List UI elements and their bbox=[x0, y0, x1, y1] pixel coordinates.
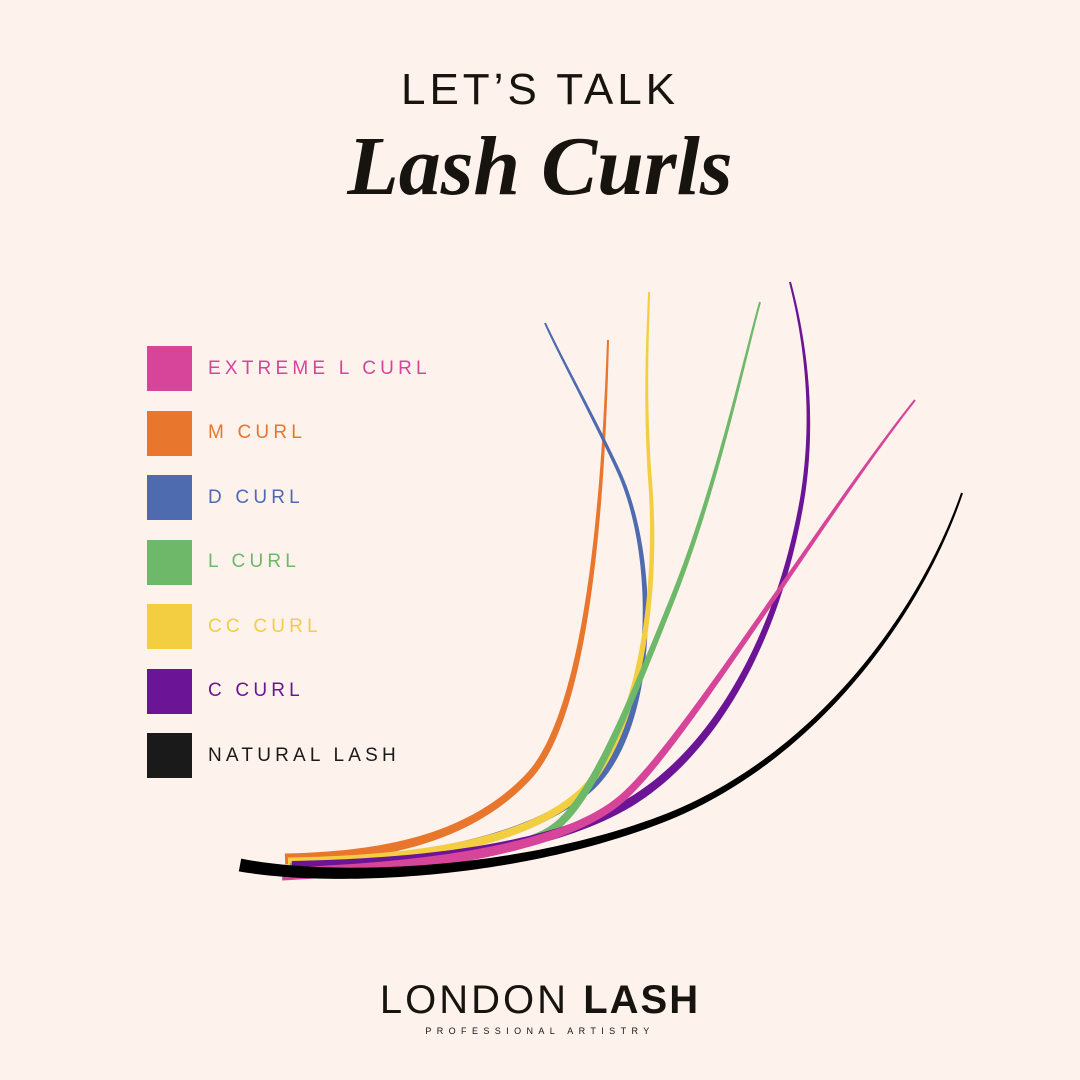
legend-item-l-curl[interactable]: L CURL bbox=[147, 539, 567, 585]
logo-wordmark: LONDON LASH bbox=[0, 980, 1080, 1020]
legend-item-m-curl[interactable]: M CURL bbox=[147, 410, 567, 456]
brand-logo: LONDON LASH PROFESSIONAL ARTISTRY bbox=[0, 980, 1080, 1036]
legend-item-d-curl[interactable]: D CURL bbox=[147, 475, 567, 520]
legend-swatch-natural-lash bbox=[147, 733, 192, 778]
legend-swatch-l-curl bbox=[147, 539, 192, 585]
legend-swatch-d-curl bbox=[147, 475, 192, 520]
legend-item-extreme-l-curl[interactable]: EXTREME L CURL bbox=[147, 346, 567, 391]
logo-word-lash: LASH bbox=[583, 978, 701, 1022]
logo-tagline: PROFESSIONAL ARTISTRY bbox=[425, 1026, 655, 1036]
legend-item-natural-lash[interactable]: NATURAL LASH bbox=[147, 733, 567, 778]
kicker-text: LET’S TALK bbox=[400, 65, 680, 114]
legend-label-l-curl: L CURL bbox=[208, 551, 301, 572]
legend-swatch-m-curl bbox=[147, 410, 192, 456]
legend-label-cc-curl: CC CURL bbox=[208, 615, 322, 637]
legend-item-c-curl[interactable]: C CURL bbox=[147, 668, 567, 714]
legend: EXTREME L CURL M CURL D CURL L CURL CC C… bbox=[147, 346, 567, 798]
legend-swatch-cc-curl bbox=[147, 604, 192, 649]
legend-label-m-curl: M CURL bbox=[208, 422, 307, 443]
legend-label-d-curl: D CURL bbox=[208, 486, 304, 508]
legend-swatch-extreme-l-curl bbox=[147, 346, 192, 391]
legend-swatch-c-curl bbox=[147, 668, 192, 714]
legend-label-natural-lash: NATURAL LASH bbox=[208, 744, 400, 766]
header: LET’S TALK Lash Curls bbox=[0, 65, 1080, 214]
logo-word-london: LONDON bbox=[379, 978, 570, 1022]
legend-item-cc-curl[interactable]: CC CURL bbox=[147, 604, 567, 649]
page-title: Lash Curls bbox=[347, 120, 733, 214]
legend-label-extreme-l-curl: EXTREME L CURL bbox=[208, 357, 431, 379]
legend-label-c-curl: C CURL bbox=[208, 680, 304, 701]
